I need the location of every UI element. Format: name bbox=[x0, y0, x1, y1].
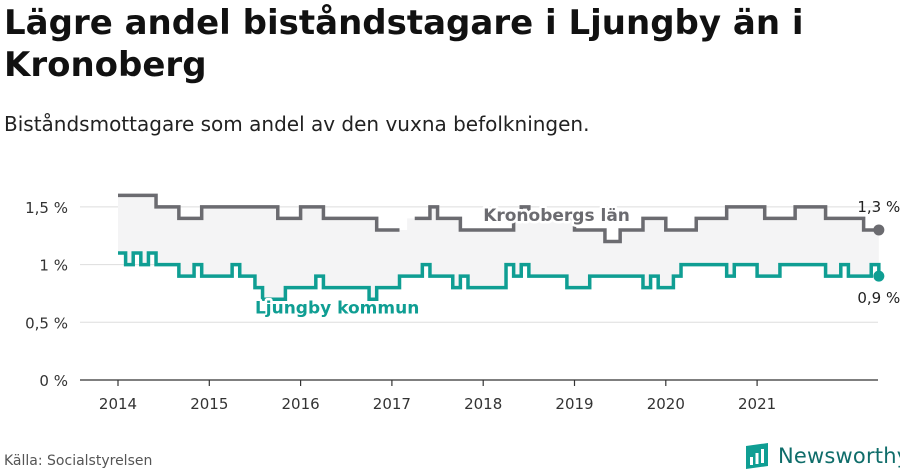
series-label: Ljungby kommun bbox=[255, 299, 419, 319]
x-tick-label: 2014 bbox=[99, 395, 137, 413]
series-line-kronobergs-lan bbox=[118, 193, 879, 244]
line-chart: 0 % 0,5 % 1 % 1,5 % 2014 2015 2016 2017 2018 2019… bbox=[25, 193, 900, 413]
x-tick-label: 2018 bbox=[464, 395, 502, 413]
range-band-area bbox=[118, 195, 879, 300]
end-value-label: 0,9 % bbox=[857, 289, 900, 307]
brand-name: Newsworthy bbox=[778, 444, 900, 468]
source-note: Källa: Socialstyrelsen bbox=[4, 453, 153, 469]
brand[interactable]: Newsworthy bbox=[744, 440, 900, 472]
x-tick-label: 2021 bbox=[738, 395, 776, 413]
range-band bbox=[118, 195, 879, 300]
end-value-label: 1,3 % bbox=[857, 198, 900, 216]
end-point bbox=[873, 224, 885, 236]
x-tick-label: 2017 bbox=[373, 395, 411, 413]
chart-title: Lägre andel biståndstagare i Ljungby än … bbox=[4, 3, 804, 85]
y-tick-label: 1 % bbox=[39, 257, 68, 275]
newsworthy-logo-icon bbox=[746, 443, 768, 469]
end-point bbox=[873, 270, 885, 282]
x-tick-label: 2015 bbox=[190, 395, 228, 413]
x-tick-label: 2019 bbox=[555, 395, 593, 413]
series-line-ljungby-kommun bbox=[118, 251, 881, 301]
series-label-halo: Kronobergs län bbox=[483, 206, 630, 226]
y-tick-label: 1,5 % bbox=[25, 199, 68, 217]
series-label: Kronobergs län bbox=[483, 206, 630, 226]
y-tick-label: 0 % bbox=[39, 372, 68, 390]
series-lines bbox=[118, 193, 885, 301]
y-tick-label: 0,5 % bbox=[25, 314, 68, 332]
series-label-halo: Ljungby kommun bbox=[255, 299, 419, 319]
x-tick-label: 2016 bbox=[282, 395, 320, 413]
x-tick-label: 2020 bbox=[647, 395, 685, 413]
chart-subtitle: Biståndsmottagare som andel av den vuxna… bbox=[4, 112, 590, 136]
chart-labels: 0 % 0,5 % 1 % 1,5 % 2014 2015 2016 2017 2018 2019… bbox=[25, 198, 900, 413]
x-axis bbox=[80, 379, 878, 386]
